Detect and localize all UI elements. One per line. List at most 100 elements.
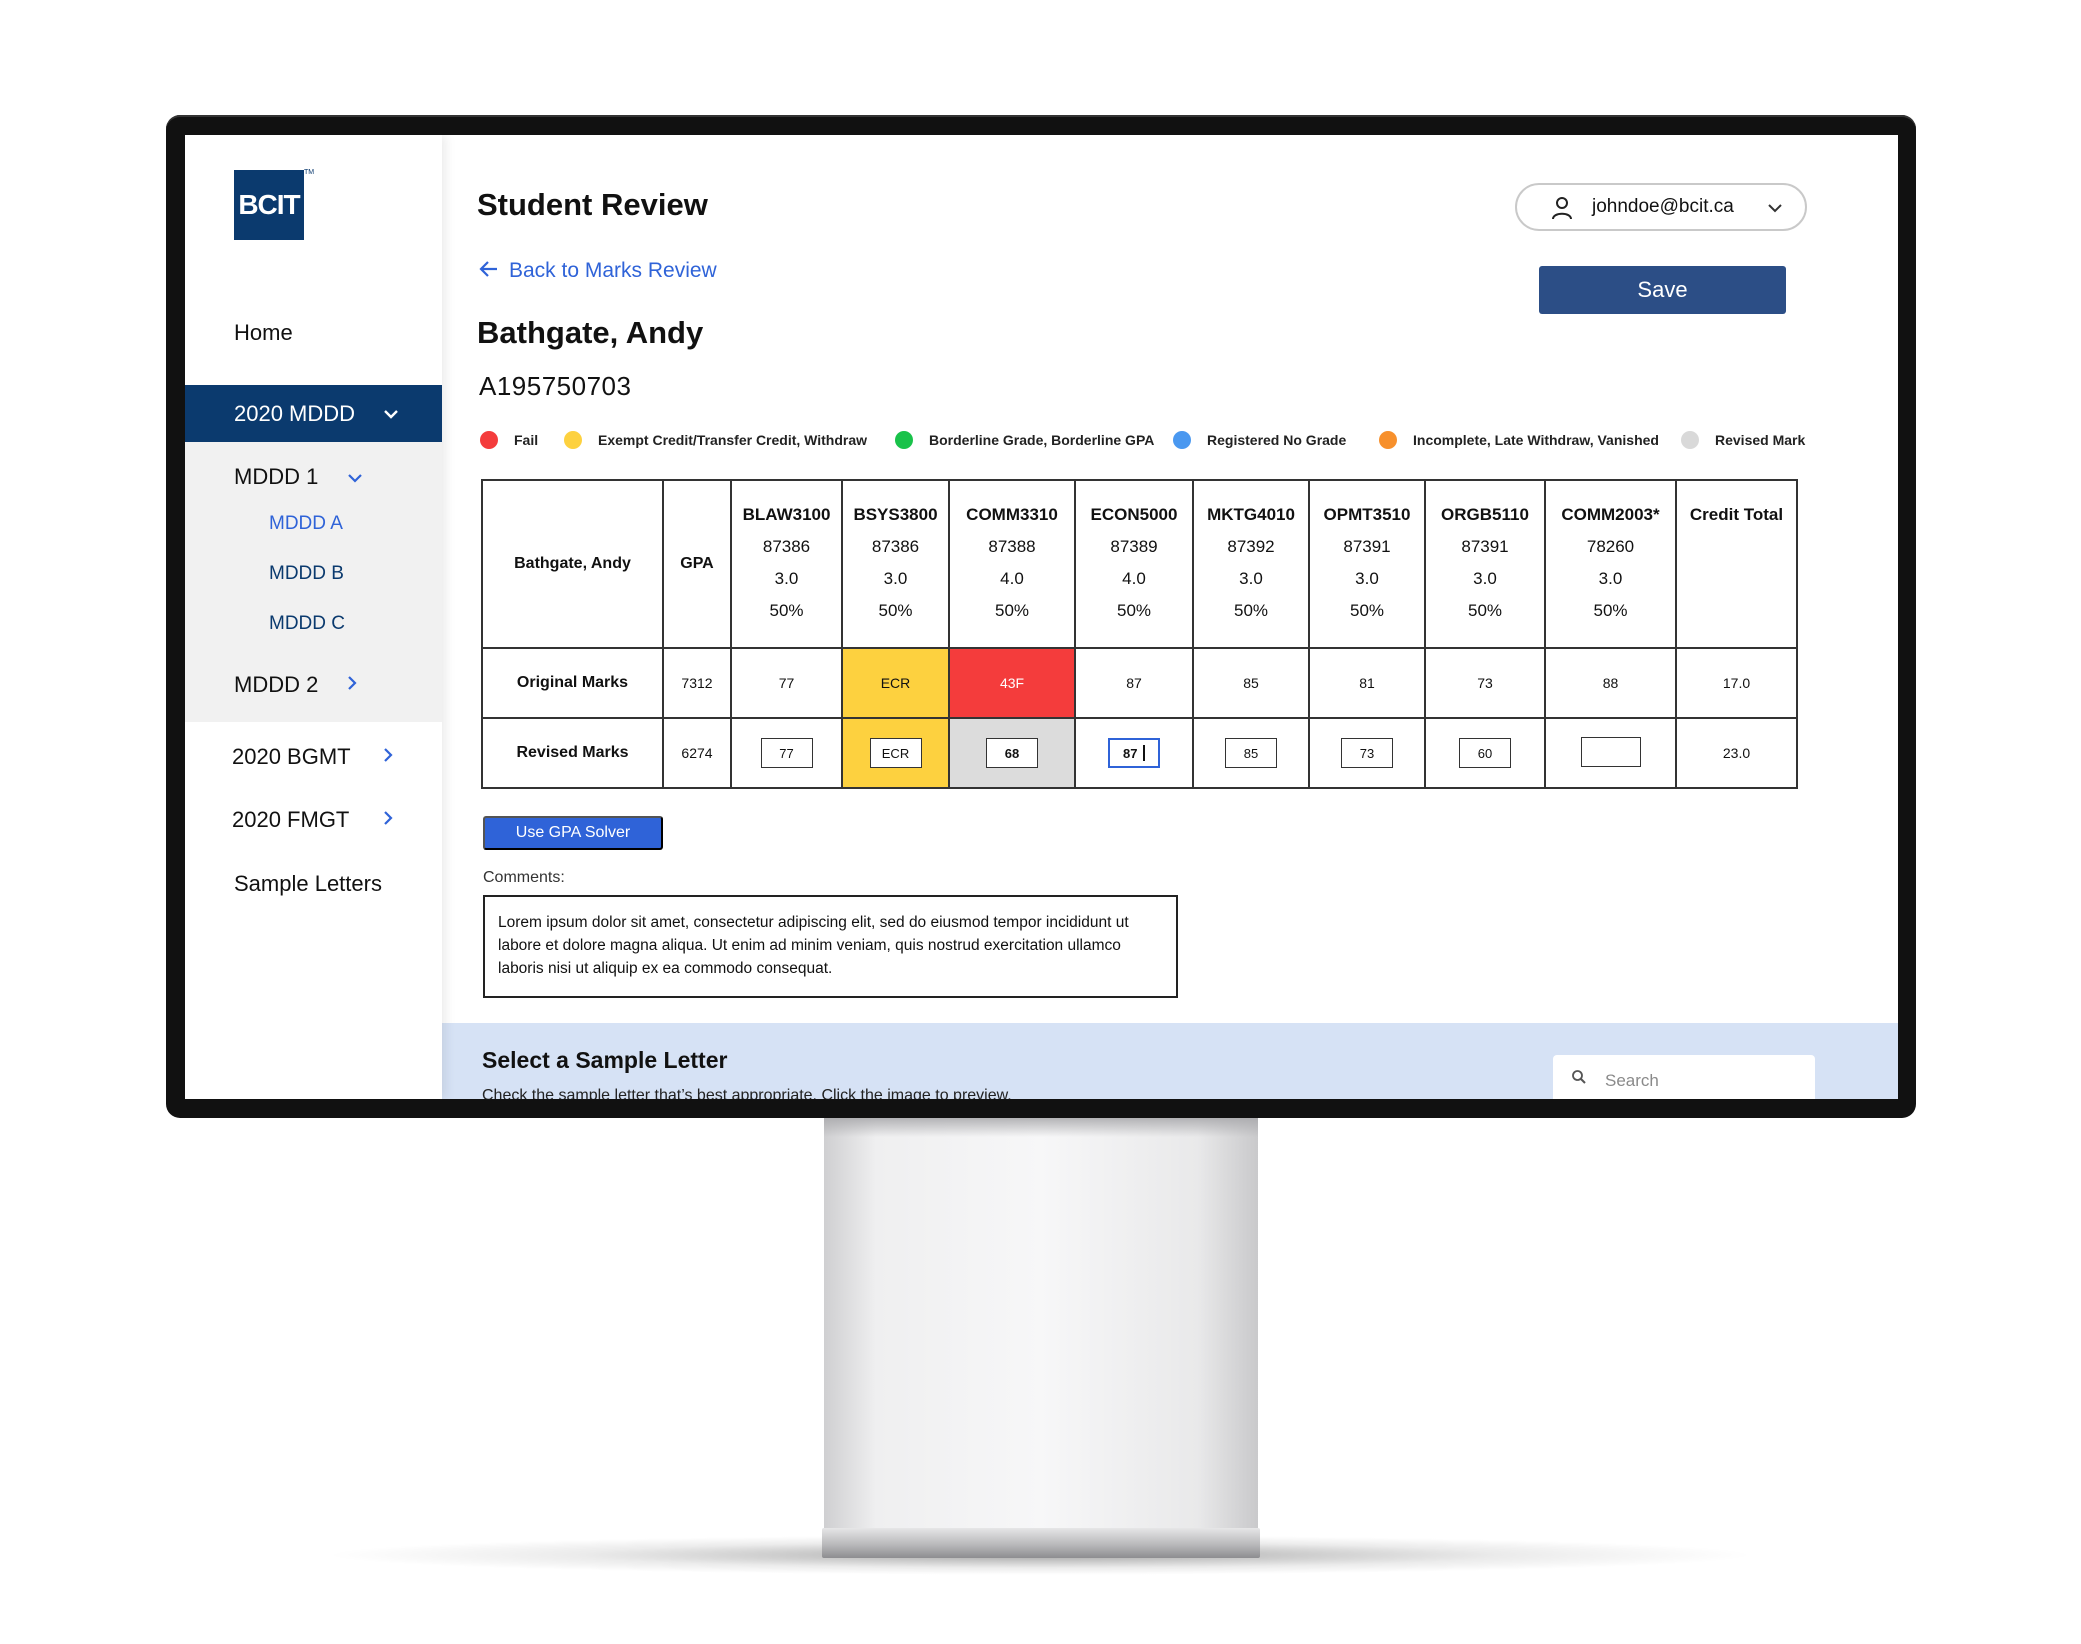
- chevron-down-icon: [1767, 197, 1783, 218]
- course-header: BLAW3100 87386 3.0 50%: [730, 479, 843, 649]
- revised-mark-input[interactable]: ECR: [869, 738, 922, 768]
- monitor-stand: [824, 1115, 1258, 1550]
- chevron-down-icon: [347, 467, 363, 488]
- sidebar: BCIT TM Home 2020 MDDD MDDD 1 MDDD A MDD…: [185, 135, 442, 1099]
- sidebar-item-2020-fmgt[interactable]: 2020 FMGT: [185, 800, 442, 840]
- revised-mark-input[interactable]: 77: [760, 738, 813, 768]
- revised-mark-input[interactable]: 68: [986, 738, 1038, 768]
- sidebar-item-sample-letters[interactable]: Sample Letters: [185, 864, 442, 904]
- course-credits: 4.0: [1000, 569, 1024, 588]
- student-name-header: Bathgate, Andy: [481, 479, 664, 649]
- sidebar-item-2020-bgmt[interactable]: 2020 BGMT: [185, 737, 442, 777]
- course-header: ORGB5110 87391 3.0 50%: [1424, 479, 1546, 649]
- course-weight: 50%: [1116, 601, 1152, 620]
- chevron-right-icon: [383, 747, 393, 768]
- course-crn: 87391: [1343, 537, 1391, 556]
- arrow-left-icon: [479, 257, 499, 285]
- logo-text: BCIT: [238, 189, 300, 220]
- revised-mark-cell: 60: [1424, 717, 1546, 789]
- course-crn: 87386: [871, 537, 920, 556]
- table-header-row: Bathgate, Andy GPA BLAW3100 87386 3.0 50% B…: [481, 479, 1798, 649]
- sidebar-item-mddd-2[interactable]: MDDD 2: [185, 665, 442, 705]
- search-icon: [1571, 1069, 1587, 1085]
- save-button[interactable]: Save: [1539, 266, 1786, 314]
- revised-mark-value: 87: [1123, 745, 1138, 761]
- sidebar-item-home[interactable]: Home: [185, 313, 442, 353]
- legend-item-exempt: Exempt Credit/Transfer Credit, Withdraw: [564, 431, 867, 449]
- revised-mark-cell-exempt: ECR: [841, 717, 950, 789]
- use-gpa-solver-button[interactable]: Use GPA Solver: [483, 816, 663, 850]
- bcit-logo[interactable]: BCIT: [234, 170, 304, 240]
- original-mark-cell: 87: [1074, 647, 1194, 719]
- sidebar-subgroup-bg: [185, 442, 442, 722]
- original-mark-cell: 85: [1192, 647, 1310, 719]
- app-screen: BCIT TM Home 2020 MDDD MDDD 1 MDDD A MDD…: [185, 135, 1898, 1099]
- sample-letter-search-input[interactable]: Search: [1553, 1055, 1815, 1099]
- row-label: Original Marks: [481, 647, 664, 719]
- sidebar-item-mddd-1[interactable]: MDDD 1: [185, 457, 442, 497]
- legend-item-incomplete: Incomplete, Late Withdraw, Vanished: [1379, 431, 1659, 449]
- search-placeholder: Search: [1605, 1071, 1659, 1090]
- course-credits: 3.0: [1473, 569, 1497, 588]
- credit-total-header: Credit Total: [1675, 479, 1798, 649]
- course-crn: 87386: [762, 537, 811, 556]
- legend-label: Incomplete, Late Withdraw, Vanished: [1413, 432, 1659, 448]
- sidebar-item-label: 2020 MDDD: [234, 400, 356, 426]
- course-weight: 50%: [769, 601, 804, 620]
- revised-mark-cell: 73: [1308, 717, 1426, 789]
- sidebar-item-label: MDDD 2: [234, 672, 319, 697]
- legend-dot: [564, 431, 582, 449]
- original-mark-cell: 88: [1544, 647, 1677, 719]
- original-mark-cell-fail: 43F: [948, 647, 1076, 719]
- course-credits: 3.0: [1598, 569, 1623, 588]
- course-crn: 78260: [1586, 537, 1635, 556]
- legend-item-fail: Fail: [480, 431, 538, 449]
- course-crn: 87391: [1461, 537, 1509, 556]
- revised-mark-cell: 87: [1074, 717, 1194, 789]
- chevron-right-icon: [347, 675, 357, 696]
- back-to-marks-review-link[interactable]: Back to Marks Review: [479, 257, 717, 285]
- sidebar-item-mddd-a[interactable]: MDDD A: [269, 513, 343, 534]
- legend-item-revised-mark: Revised Mark: [1681, 431, 1805, 449]
- sidebar-item-mddd-b[interactable]: MDDD B: [269, 563, 344, 584]
- back-link-label: Back to Marks Review: [509, 259, 717, 282]
- legend-dot: [1379, 431, 1397, 449]
- course-crn: 87389: [1110, 537, 1158, 556]
- user-email: johndoe@bcit.ca: [1592, 196, 1734, 217]
- sidebar-item-label: Home: [234, 320, 293, 345]
- revised-mark-cell: 77: [730, 717, 843, 789]
- user-icon: [1551, 196, 1573, 220]
- revised-mark-cell: 85: [1192, 717, 1310, 789]
- revised-mark-cell-revised: 68: [948, 717, 1076, 789]
- sample-letter-title: Select a Sample Letter: [482, 1047, 728, 1073]
- revised-mark-input[interactable]: 60: [1459, 738, 1511, 768]
- chevron-down-icon: [383, 403, 399, 424]
- revised-mark-input[interactable]: 85: [1225, 738, 1277, 768]
- course-weight: 50%: [994, 601, 1030, 620]
- original-credit-total: 17.0: [1675, 647, 1798, 719]
- revised-mark-input-focused[interactable]: 87: [1108, 738, 1160, 768]
- course-code: OPMT3510: [1323, 505, 1411, 524]
- sidebar-item-2020-mddd[interactable]: 2020 MDDD: [185, 385, 442, 442]
- course-credits: 3.0: [883, 569, 908, 588]
- sidebar-item-label: Sample Letters: [234, 871, 382, 896]
- course-crn: 87392: [1227, 537, 1275, 556]
- revised-mark-input[interactable]: 73: [1341, 738, 1393, 768]
- comments-textarea[interactable]: Lorem ipsum dolor sit amet, consectetur …: [483, 895, 1178, 998]
- course-weight: 50%: [1593, 601, 1628, 620]
- monitor-stand-base: [822, 1528, 1260, 1558]
- legend-label: Registered No Grade: [1207, 432, 1347, 448]
- student-id: A195750703: [479, 371, 632, 401]
- sidebar-item-mddd-c[interactable]: MDDD C: [269, 613, 345, 634]
- user-account-dropdown[interactable]: johndoe@bcit.ca: [1515, 183, 1807, 231]
- course-header: COMM3310 87388 4.0 50%: [948, 479, 1076, 649]
- course-weight: 50%: [1349, 601, 1385, 620]
- sample-letter-panel: Select a Sample Letter Check the sample …: [442, 1023, 1898, 1099]
- sample-letter-subtitle: Check the sample letter that’s best appr…: [482, 1087, 1012, 1099]
- course-crn: 87388: [988, 537, 1036, 556]
- original-gpa-cell: 7312: [662, 647, 732, 719]
- monitor-stand-shade: [824, 1115, 1258, 1137]
- revised-mark-input-empty[interactable]: [1580, 736, 1641, 767]
- revised-credit-total: 23.0: [1675, 717, 1798, 789]
- revised-mark-cell: [1544, 717, 1677, 789]
